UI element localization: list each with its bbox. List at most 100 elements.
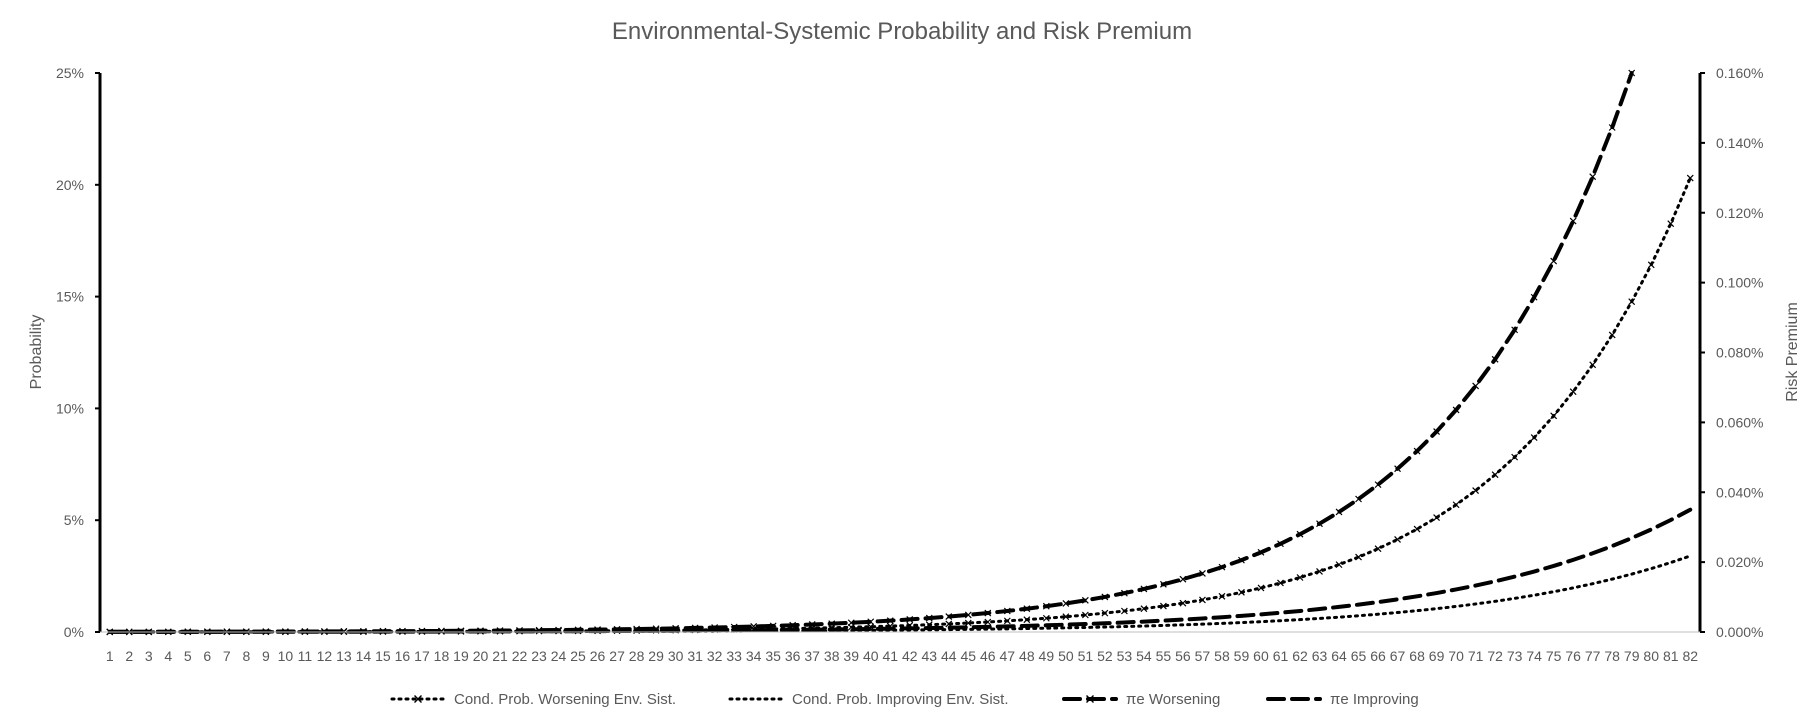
series-1-point xyxy=(1062,613,1070,621)
x-tick-label: 1 xyxy=(106,648,114,664)
series-1-point xyxy=(1199,596,1206,604)
series-1-point xyxy=(1159,602,1167,610)
x-tick-label: 33 xyxy=(726,648,742,664)
series-3-point xyxy=(1316,520,1323,528)
x-tick-label: 8 xyxy=(242,648,250,664)
series-1-point xyxy=(1140,605,1148,613)
series-3-point xyxy=(1530,293,1538,301)
series-1-point xyxy=(1628,298,1636,306)
legend-label-3: πe Worsening xyxy=(1126,691,1220,708)
series-3-point xyxy=(1569,217,1577,225)
series-3-point xyxy=(769,622,777,630)
x-tick-label: 78 xyxy=(1604,648,1620,664)
series-3-point xyxy=(828,620,836,628)
series-3-point xyxy=(1452,406,1460,414)
series-1-point xyxy=(1335,561,1343,569)
x-tick-label: 14 xyxy=(356,648,372,664)
x-tick-label: 35 xyxy=(765,648,781,664)
x-tick-label: 44 xyxy=(941,648,957,664)
x-tick-label: 70 xyxy=(1448,648,1464,664)
x-tick-label: 42 xyxy=(902,648,918,664)
x-tick-label: 45 xyxy=(961,648,977,664)
left-axis-ticks: 0% 5% 10% 15% 20% 25% xyxy=(56,65,100,640)
x-tick-label: 22 xyxy=(512,648,528,664)
series-3-point xyxy=(1491,355,1499,363)
left-tick-label: 5% xyxy=(64,512,84,528)
series-1-point xyxy=(1257,584,1265,592)
series-1-point xyxy=(1413,525,1421,533)
x-tick-label: 36 xyxy=(785,648,801,664)
x-tick-label: 46 xyxy=(980,648,996,664)
x-tick-label: 39 xyxy=(843,648,859,664)
left-tick-label: 10% xyxy=(56,400,84,416)
x-tick-label: 53 xyxy=(1117,648,1133,664)
series-1-point xyxy=(964,619,972,627)
series-1-point xyxy=(1042,614,1050,622)
x-tick-label: 58 xyxy=(1214,648,1230,664)
series-1-point xyxy=(1647,261,1655,269)
series-1-point xyxy=(1101,609,1109,617)
x-tick-label: 20 xyxy=(473,648,489,664)
x-tick-label: 72 xyxy=(1487,648,1503,664)
series-3-point xyxy=(1199,570,1206,577)
x-tick-label: 24 xyxy=(551,648,567,664)
x-tick-label: 17 xyxy=(414,648,430,664)
x-tick-label: 40 xyxy=(863,648,879,664)
x-tick-label: 30 xyxy=(668,648,684,664)
x-tick-label: 56 xyxy=(1175,648,1191,664)
series-1-point xyxy=(1081,611,1089,619)
x-tick-label: 5 xyxy=(184,648,192,664)
x-tick-label: 3 xyxy=(145,648,153,664)
left-tick-label: 20% xyxy=(56,177,84,193)
series-1-point xyxy=(1374,545,1382,553)
series-1-point xyxy=(984,618,992,626)
x-tick-label: 18 xyxy=(434,648,450,664)
series-3-point xyxy=(1608,124,1616,131)
right-tick-label: 0.100% xyxy=(1716,275,1763,291)
series-1-point xyxy=(1433,514,1441,521)
series-3-point xyxy=(1140,585,1148,593)
series-1-point xyxy=(1589,361,1597,369)
series-1-point xyxy=(1003,617,1011,625)
series-3-point xyxy=(1374,481,1382,489)
x-tick-label: 80 xyxy=(1643,648,1659,664)
x-tick-label: 73 xyxy=(1507,648,1523,664)
x-tick-label: 69 xyxy=(1429,648,1445,664)
series-1-point xyxy=(1686,174,1694,182)
series-3-point xyxy=(1277,540,1284,548)
series-1-point xyxy=(1218,592,1226,600)
x-tick-label: 21 xyxy=(492,648,508,664)
series-1-point xyxy=(1472,487,1480,494)
x-tick-label: 26 xyxy=(590,648,606,664)
x-tick-label: 82 xyxy=(1682,648,1698,664)
series-3-point xyxy=(1023,605,1031,613)
series-line-3 xyxy=(107,71,1634,634)
x-tick-label: 67 xyxy=(1390,648,1406,664)
legend-marker-1 xyxy=(414,695,422,703)
series-3-point xyxy=(1257,548,1265,556)
chart-title: Environmental-Systemic Probability and R… xyxy=(612,18,1192,45)
x-tick-label: 49 xyxy=(1039,648,1055,664)
right-tick-label: 0.020% xyxy=(1716,554,1763,570)
x-tick-label: 68 xyxy=(1409,648,1425,664)
x-tick-label: 34 xyxy=(746,648,762,664)
series-3-point xyxy=(886,617,894,625)
x-tick-label: 4 xyxy=(164,648,172,664)
legend-marker-3 xyxy=(1086,695,1094,703)
series-3-point xyxy=(1238,556,1245,564)
x-tick-label: 77 xyxy=(1585,648,1601,664)
series-1-point xyxy=(1550,412,1558,420)
series-3-point xyxy=(1042,602,1050,610)
x-tick-label: 31 xyxy=(687,648,703,664)
right-tick-label: 0.000% xyxy=(1716,624,1763,640)
series-3-point xyxy=(945,613,953,620)
x-tick-label: 50 xyxy=(1058,648,1074,664)
series-3-point xyxy=(1159,580,1167,588)
x-tick-label: 38 xyxy=(824,648,840,664)
plot-area xyxy=(106,69,1694,636)
right-tick-label: 0.060% xyxy=(1716,414,1763,430)
x-tick-label: 16 xyxy=(395,648,411,664)
x-tick-label: 23 xyxy=(531,648,547,664)
series-3-point xyxy=(789,621,797,629)
